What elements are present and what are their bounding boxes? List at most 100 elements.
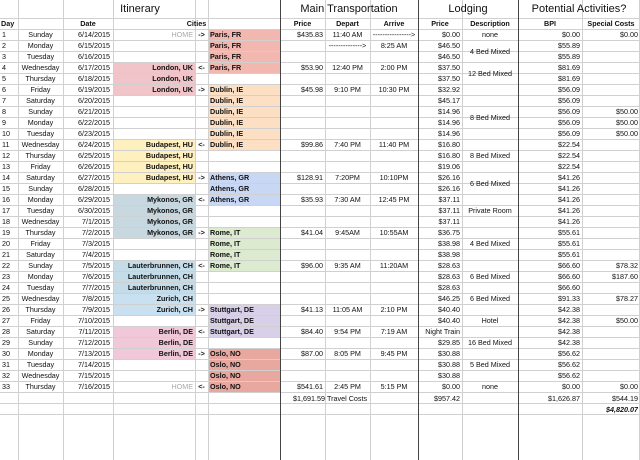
city-from[interactable] (113, 117, 193, 128)
city-to[interactable]: Paris, FR (210, 63, 242, 72)
lodging-description-merged[interactable]: 8 Bed Mixed (470, 113, 510, 122)
city-from[interactable]: Mykonos, GR (147, 217, 193, 226)
depart-time[interactable]: 12:40 PM (332, 63, 363, 72)
depart-time[interactable] (325, 282, 370, 293)
lodging-price[interactable]: $28.63 (438, 272, 460, 281)
bpi-cost[interactable]: $81.69 (558, 74, 580, 83)
arrive-time[interactable]: 2:00 PM (380, 63, 408, 72)
city-to[interactable]: Dublin, IE (210, 129, 244, 138)
arrive-time[interactable]: 12:45 PM (378, 195, 410, 204)
bpi-cost[interactable]: $42.38 (558, 338, 580, 347)
lodging-price[interactable]: $16.80 (438, 140, 460, 149)
arrive-time[interactable]: ----------------> (372, 30, 416, 39)
transport-price[interactable] (280, 150, 323, 161)
arrive-time[interactable]: 7:19 AM (380, 327, 408, 336)
city-to[interactable]: Stuttgart, DE (210, 305, 254, 314)
transport-price[interactable]: $541.61 (297, 382, 323, 391)
special-cost[interactable] (582, 216, 638, 227)
transport-price[interactable]: $435.83 (297, 30, 323, 39)
lodging-description[interactable] (462, 249, 518, 260)
bpi-cost[interactable]: $56.09 (558, 118, 580, 127)
lodging-price[interactable]: $40.40 (438, 316, 460, 325)
transport-price[interactable]: $96.00 (301, 261, 323, 270)
city-to[interactable]: Dublin, IE (210, 96, 244, 105)
city-from[interactable]: Zurich, CH (156, 305, 193, 314)
special-cost[interactable] (582, 359, 638, 370)
lodging-price[interactable]: $14.96 (438, 118, 460, 127)
transport-price[interactable]: $41.04 (301, 228, 323, 237)
depart-time[interactable] (325, 216, 370, 227)
depart-time[interactable] (325, 315, 370, 326)
bpi-cost[interactable]: $42.38 (558, 316, 580, 325)
city-from[interactable]: Budapest, HU (145, 151, 193, 160)
arrive-time[interactable]: 10:55AM (379, 228, 409, 237)
depart-time[interactable]: 7:30 AM (334, 195, 361, 204)
bpi-cost[interactable]: $41.26 (558, 173, 580, 182)
bpi-cost[interactable]: $81.69 (558, 63, 580, 72)
special-cost[interactable] (582, 40, 638, 51)
bpi-cost[interactable]: $56.62 (558, 360, 580, 369)
lodging-price[interactable]: $46.25 (438, 294, 460, 303)
lodging-description[interactable] (462, 161, 518, 172)
city-to[interactable]: Athens, GR (210, 184, 250, 193)
bpi-cost[interactable]: $56.62 (558, 371, 580, 380)
transport-price[interactable] (280, 282, 323, 293)
lodging-description[interactable]: 6 Bed Mixed (470, 272, 510, 281)
lodging-description[interactable] (462, 216, 518, 227)
arrive-time[interactable]: 8:25 AM (380, 41, 408, 50)
lodging-description-merged[interactable]: 6 Bed Mixed (470, 179, 510, 188)
special-cost[interactable]: $50.00 (616, 118, 638, 127)
lodging-price[interactable]: $36.75 (438, 228, 460, 237)
lodging-price[interactable]: $30.88 (438, 371, 460, 380)
depart-time[interactable] (325, 150, 370, 161)
city-to[interactable]: Oslo, NO (210, 349, 241, 358)
arrive-time[interactable] (370, 271, 418, 282)
city-to[interactable] (210, 293, 280, 304)
lodging-price[interactable]: $29.85 (438, 338, 460, 347)
lodging-price[interactable]: $30.88 (438, 360, 460, 369)
depart-time[interactable] (325, 337, 370, 348)
lodging-price[interactable]: $37.11 (438, 195, 460, 204)
city-to[interactable]: Oslo, NO (210, 360, 241, 369)
bpi-cost[interactable]: $55.89 (558, 52, 580, 61)
city-to[interactable]: Paris, FR (210, 30, 242, 39)
special-cost[interactable] (582, 370, 638, 381)
bpi-cost[interactable]: $55.61 (558, 250, 580, 259)
lodging-price[interactable]: $46.50 (438, 52, 460, 61)
arrive-time[interactable] (370, 161, 418, 172)
arrive-time[interactable] (370, 216, 418, 227)
bpi-cost[interactable]: $66.60 (558, 272, 580, 281)
city-to[interactable]: Rome, IT (210, 228, 241, 237)
lodging-price[interactable]: $37.50 (438, 63, 460, 72)
bpi-cost[interactable]: $55.61 (558, 228, 580, 237)
depart-time[interactable] (325, 183, 370, 194)
lodging-price[interactable]: $38.98 (438, 250, 460, 259)
lodging-price[interactable]: $14.96 (438, 107, 460, 116)
lodging-description[interactable] (462, 128, 518, 139)
special-cost[interactable] (582, 73, 638, 84)
lodging-description[interactable]: none (482, 382, 498, 391)
bpi-cost[interactable]: $22.54 (558, 162, 580, 171)
lodging-price[interactable]: $19.06 (438, 162, 460, 171)
lodging-price[interactable]: $30.88 (438, 349, 460, 358)
lodging-price[interactable]: $38.98 (438, 239, 460, 248)
lodging-description[interactable]: 16 Bed Mixed (468, 338, 512, 347)
special-cost[interactable] (582, 282, 638, 293)
lodging-description[interactable]: none (482, 30, 498, 39)
city-from[interactable]: Berlin, DE (158, 349, 193, 358)
arrive-time[interactable]: 9:45 PM (380, 349, 408, 358)
city-to[interactable]: Dublin, IE (210, 140, 244, 149)
lodging-description[interactable] (462, 282, 518, 293)
depart-time[interactable]: 9:54 PM (334, 327, 361, 336)
arrive-time[interactable] (370, 370, 418, 381)
depart-time[interactable]: --------------> (328, 41, 367, 50)
city-from[interactable]: HOME (171, 30, 193, 39)
city-to[interactable] (210, 150, 280, 161)
lodging-description[interactable] (462, 348, 518, 359)
bpi-cost[interactable]: $56.09 (558, 96, 580, 105)
city-from[interactable]: Mykonos, GR (147, 228, 193, 237)
depart-time[interactable]: 11:05 AM (332, 305, 363, 314)
depart-time[interactable] (325, 359, 370, 370)
bpi-cost[interactable]: $42.38 (558, 305, 580, 314)
city-from[interactable]: Budapest, HU (145, 173, 193, 182)
